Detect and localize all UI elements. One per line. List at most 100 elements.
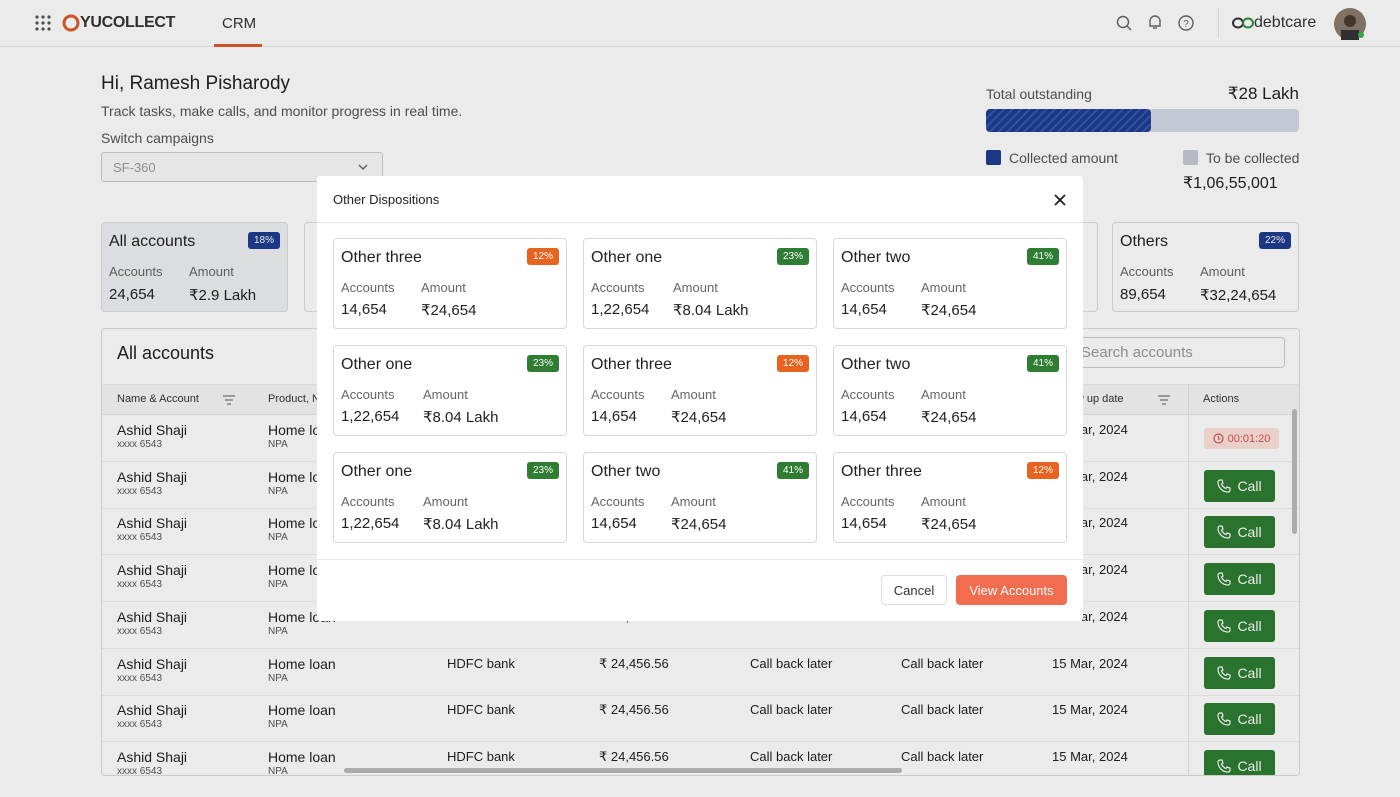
disposition-card[interactable]: Other three 12% Accounts 14,654 Amount ₹24,65… xyxy=(833,452,1067,543)
accounts-label: Accounts xyxy=(591,387,645,402)
call-button[interactable]: Call xyxy=(1204,563,1275,596)
call-button[interactable]: Call xyxy=(1204,749,1275,775)
collected-label: Collected amount xyxy=(1009,150,1118,166)
call-label: Call xyxy=(1237,477,1262,494)
disposition-card[interactable]: Other one 23% Accounts 1,22,654 Amount ₹8.04 … xyxy=(333,452,567,543)
amount-label: Amount xyxy=(189,264,234,279)
cell-status: NPA xyxy=(268,439,288,450)
nav-crm[interactable]: CRM xyxy=(222,15,257,32)
close-button[interactable] xyxy=(1054,194,1066,206)
search-icon[interactable] xyxy=(1116,15,1132,31)
amount-label: Amount xyxy=(671,494,716,509)
cell-disposition: Call back later xyxy=(750,655,833,671)
search-placeholder: Search accounts xyxy=(1081,344,1193,361)
amount-value: ₹24,654 xyxy=(921,409,977,426)
amount-label: Amount xyxy=(423,494,468,509)
cell-account: xxxx 6543 xyxy=(117,765,163,776)
disposition-card[interactable]: Other three 12% Accounts 14,654 Amount ₹24,65… xyxy=(333,238,567,329)
card-title: Other one xyxy=(341,463,413,480)
phone-icon xyxy=(1217,665,1232,680)
call-button[interactable]: Call xyxy=(1204,516,1275,549)
cell-account: xxxx 6543 xyxy=(117,439,163,450)
help-icon[interactable]: ? xyxy=(1178,15,1194,31)
disposition-card[interactable]: Other two 41% Accounts 14,654 Amount ₹24,654 xyxy=(833,238,1067,329)
view-accounts-button[interactable]: View Accounts xyxy=(956,575,1067,605)
call-label: Call xyxy=(1237,711,1262,728)
cell-amount: ₹ 24,456.56 xyxy=(599,655,669,671)
avatar[interactable] xyxy=(1334,8,1366,40)
call-button[interactable]: Call xyxy=(1204,703,1275,736)
amount-value: ₹32,24,654 xyxy=(1200,287,1277,304)
chevron xyxy=(358,164,368,170)
summary-card[interactable]: All accounts 18% Accounts 24,654 Amount ₹2.9 … xyxy=(101,222,288,312)
call-label: Call xyxy=(1237,757,1262,774)
cell-status: NPA xyxy=(268,625,288,637)
card-percent: 18% xyxy=(247,232,280,249)
cell-bank: HDFC bank xyxy=(447,748,515,764)
call-button[interactable]: Call xyxy=(1204,656,1275,689)
campaign-select[interactable]: SF-360 xyxy=(101,152,383,182)
cancel-button[interactable]: Cancel xyxy=(881,575,947,605)
pending-value: ₹1,06,55,001 xyxy=(1183,175,1278,192)
logo[interactable]: YUCOLLECT xyxy=(80,14,176,31)
amount-value: ₹24,654 xyxy=(921,302,977,319)
cell-product: Home loan xyxy=(268,702,336,719)
v-scrollbar[interactable] xyxy=(1292,409,1297,534)
amount-label: Amount xyxy=(921,387,966,402)
call-button[interactable]: Call xyxy=(1204,469,1275,502)
accounts-value: 14,654 xyxy=(841,515,887,532)
bell-icon[interactable] xyxy=(1147,14,1163,31)
outstanding-label: Total outstanding xyxy=(986,86,1092,102)
top-bar xyxy=(0,0,1400,47)
call-label: Call xyxy=(1237,524,1262,541)
disposition-card[interactable]: Other two 41% Accounts 14,654 Amount ₹24,654 xyxy=(833,345,1067,436)
call-label: Call xyxy=(1237,617,1262,634)
divider xyxy=(1218,8,1219,38)
cell-name: Ashid Shaji xyxy=(117,702,188,719)
pending-label: To be collected xyxy=(1206,150,1300,166)
accounts-label: Accounts xyxy=(341,494,395,509)
disposition-card[interactable]: Other one 23% Accounts 1,22,654 Amount ₹8.04 … xyxy=(583,238,817,329)
nav-indicator xyxy=(214,44,262,47)
disposition-card[interactable]: Other three 12% Accounts 14,654 Amount ₹24,65… xyxy=(583,345,817,436)
cell-amount: ₹ 24,456.56 xyxy=(599,748,669,764)
column-header: Name & Account xyxy=(117,393,199,405)
phone-icon xyxy=(1217,572,1232,586)
card-percent: 23% xyxy=(526,355,559,372)
cell-account: xxxx 6543 xyxy=(117,719,163,731)
card-percent: 23% xyxy=(526,462,559,479)
card-title: Other three xyxy=(591,356,672,373)
cell-disposition: Call back later xyxy=(750,748,833,764)
cell-name: Ashid Shaji xyxy=(117,562,188,579)
disposition-card[interactable]: Other two 41% Accounts 14,654 Amount ₹24,654 xyxy=(583,452,817,543)
cell-name: Ashid Shaji xyxy=(117,748,188,765)
cell-amount: ₹ 24,456.56 xyxy=(599,702,669,718)
accounts-value: 1,22,654 xyxy=(341,515,400,532)
dispositions-modal: Other Dispositions Other three 12% Account… xyxy=(317,176,1083,621)
phone-icon xyxy=(1217,759,1232,773)
cell-status: NPA xyxy=(268,672,288,684)
amount-label: Amount xyxy=(921,494,966,509)
cell-status: NPA xyxy=(268,485,288,497)
filter-icon[interactable] xyxy=(1157,393,1171,411)
cell-name: Ashid Shaji xyxy=(117,468,188,485)
call-button[interactable]: Call xyxy=(1204,609,1275,642)
h-scrollbar[interactable] xyxy=(344,768,902,773)
cell-date: 15 Mar, 2024 xyxy=(1052,748,1128,764)
accounts-value: 24,654 xyxy=(109,286,155,303)
amount-label: Amount xyxy=(1200,264,1245,279)
amount-label: Amount xyxy=(671,387,716,402)
accounts-label: Accounts xyxy=(591,280,645,295)
amount-value: ₹8.04 Lakh xyxy=(673,302,749,319)
apps-icon[interactable] xyxy=(35,15,51,31)
amount-value: ₹8.04 Lakh xyxy=(423,409,499,426)
disposition-card[interactable]: Other one 23% Accounts 1,22,654 Amount ₹8.04 … xyxy=(333,345,567,436)
cell-name: Ashid Shaji xyxy=(117,655,188,672)
summary-card[interactable]: Others 22% Accounts 89,654 Amount ₹32,24,654 xyxy=(1112,222,1299,312)
filter-icon[interactable] xyxy=(222,393,236,411)
amount-value: ₹24,654 xyxy=(421,302,477,319)
timer-value: 00:01:20 xyxy=(1227,432,1271,445)
